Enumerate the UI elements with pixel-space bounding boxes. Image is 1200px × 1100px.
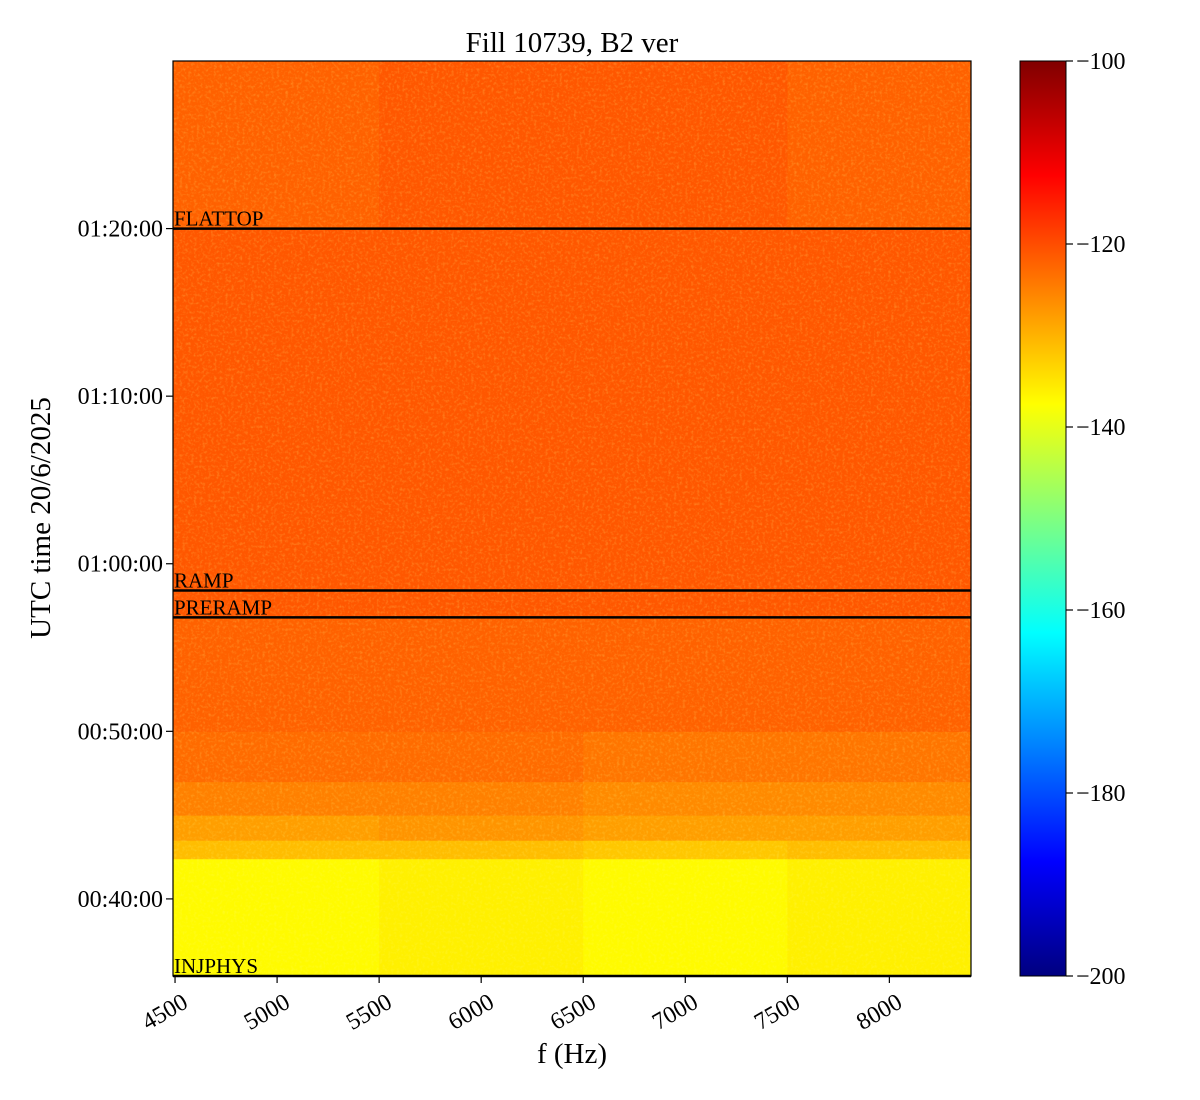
x-axis-label: f (Hz) — [537, 1038, 607, 1070]
colorbar-tick-label: −160 — [1076, 598, 1126, 624]
x-tick-label: 5000 — [240, 989, 295, 1036]
colorbar-tick-label: −200 — [1076, 964, 1126, 990]
y-tick-label: 00:40:00 — [78, 887, 163, 913]
y-tick-label: 01:10:00 — [78, 384, 163, 410]
x-tick-label: 5500 — [342, 989, 397, 1036]
y-tick-label: 00:50:00 — [78, 719, 163, 745]
x-tick-label: 8000 — [852, 989, 907, 1036]
event-label: FLATTOP — [174, 207, 263, 231]
event-label: RAMP — [174, 569, 234, 593]
x-tick-label: 7000 — [648, 989, 703, 1036]
y-tick-label: 01:00:00 — [78, 552, 163, 578]
x-tick-label: 6500 — [546, 989, 601, 1036]
colorbar-tick-label: −100 — [1076, 49, 1126, 75]
colorbar — [1019, 60, 1067, 977]
x-tick-label: 6000 — [444, 989, 499, 1036]
y-axis-label: UTC time 20/6/2025 — [25, 397, 57, 639]
x-tick-label: 4500 — [138, 989, 193, 1036]
event-label: INJPHYS — [174, 954, 258, 978]
x-tick-label: 7500 — [750, 989, 805, 1036]
event-label: PRERAMP — [174, 595, 272, 619]
plot-frame — [172, 60, 972, 977]
y-tick-label: 01:20:00 — [78, 217, 163, 243]
colorbar-tick-label: −180 — [1076, 781, 1126, 807]
colorbar-tick-label: −140 — [1076, 415, 1126, 441]
noise-texture — [173, 61, 971, 976]
chart-title: Fill 10739, B2 ver — [466, 27, 679, 59]
colorbar-tick-label: −120 — [1076, 232, 1126, 258]
